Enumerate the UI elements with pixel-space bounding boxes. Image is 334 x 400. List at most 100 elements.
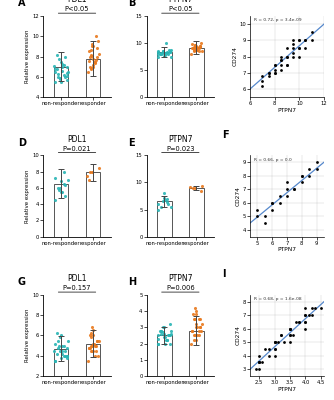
Title: PDL1: PDL1 [67,134,87,144]
Point [155,48,160,54]
Point [88,344,93,351]
Point [52,62,57,69]
Point [90,342,95,349]
Point [297,319,302,325]
Point [162,50,167,56]
Point [257,359,262,366]
Point [166,51,171,57]
Point [307,172,312,179]
Point [89,51,94,58]
Point [312,305,317,312]
Point [303,319,308,325]
Point [199,321,205,327]
Point [156,340,161,347]
Point [90,55,96,62]
Point [292,186,297,192]
Point [89,348,94,354]
Point [198,327,204,334]
Point [155,332,160,339]
Point [158,51,163,57]
Point [94,53,99,60]
Point [192,316,198,322]
Point [195,46,200,53]
Bar [189,330,203,376]
Point [260,359,265,366]
Point [190,311,196,318]
Point [193,311,199,318]
Point [191,44,196,50]
Point [158,327,164,334]
Point [168,327,174,334]
Point [59,64,64,70]
Point [266,346,271,352]
Point [297,53,302,60]
Point [62,74,67,80]
Point [278,332,284,339]
Point [257,366,262,372]
Point [90,62,96,68]
Point [197,44,202,50]
Point [284,179,290,186]
Point [303,326,308,332]
Point [55,337,61,344]
Point [166,332,171,339]
Point [291,37,296,44]
X-axis label: PTPN7: PTPN7 [278,247,297,252]
Point [197,332,202,339]
Point [57,342,62,349]
Title: PTPN7: PTPN7 [168,134,193,144]
Point [164,199,170,206]
Point [156,336,161,342]
Point [275,339,281,346]
Point [278,332,284,339]
Bar [86,58,100,97]
Point [262,213,268,220]
Point [58,354,64,361]
Point [52,68,57,75]
Point [93,352,98,359]
Point [194,332,199,339]
Point [272,70,277,76]
Point [191,185,196,191]
Point [303,45,308,52]
Point [278,62,284,68]
Point [162,53,167,59]
Point [196,48,201,54]
Point [87,332,93,339]
Point [318,305,324,312]
Point [54,66,60,72]
Point [162,340,168,347]
Point [197,42,203,49]
Bar [86,172,100,236]
Point [64,352,70,359]
Point [167,47,173,54]
Point [90,340,96,347]
Point [57,348,63,354]
Point [266,70,271,76]
Point [193,337,198,344]
Point [272,339,277,346]
Point [65,77,70,83]
Text: P=0.021: P=0.021 [63,146,91,152]
Point [158,327,163,334]
Point [188,340,194,347]
Point [198,187,203,194]
Point [58,79,64,85]
Y-axis label: Relative expression: Relative expression [25,169,30,223]
Point [165,196,170,202]
Point [54,330,60,337]
Point [297,319,302,325]
Point [278,56,284,63]
Point [62,352,67,359]
Point [55,70,61,77]
Point [193,321,199,327]
Text: R = 0.68, p = 1.6e-08: R = 0.68, p = 1.6e-08 [254,297,301,301]
Point [188,184,193,190]
Point [57,186,62,193]
Text: R = 0.66, p = 0.0: R = 0.66, p = 0.0 [254,158,292,162]
Point [90,43,95,50]
Point [90,52,95,59]
Point [159,331,164,337]
Point [156,201,161,207]
Point [199,183,205,190]
